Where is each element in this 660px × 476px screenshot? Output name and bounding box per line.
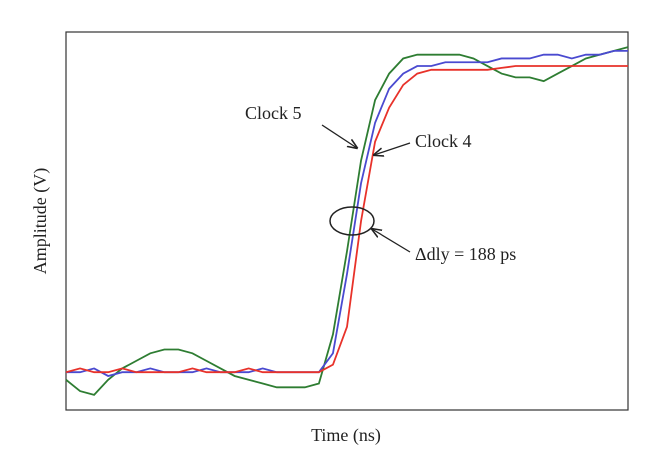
y-axis-label: Amplitude (V) — [30, 168, 51, 274]
data-line — [65, 65, 628, 374]
arrow — [321, 124, 357, 148]
data-line — [65, 46, 629, 396]
data-line — [66, 50, 628, 377]
x-axis-label: Time (ns) — [311, 425, 381, 446]
annotation: Δdly = 188 ps — [415, 244, 516, 264]
arrow — [374, 142, 411, 155]
annotation: Clock 5 — [245, 103, 302, 123]
arrow — [372, 229, 411, 253]
plot-frame — [65, 31, 629, 411]
delay-ellipse — [329, 206, 375, 236]
annotation: Clock 4 — [415, 131, 472, 151]
